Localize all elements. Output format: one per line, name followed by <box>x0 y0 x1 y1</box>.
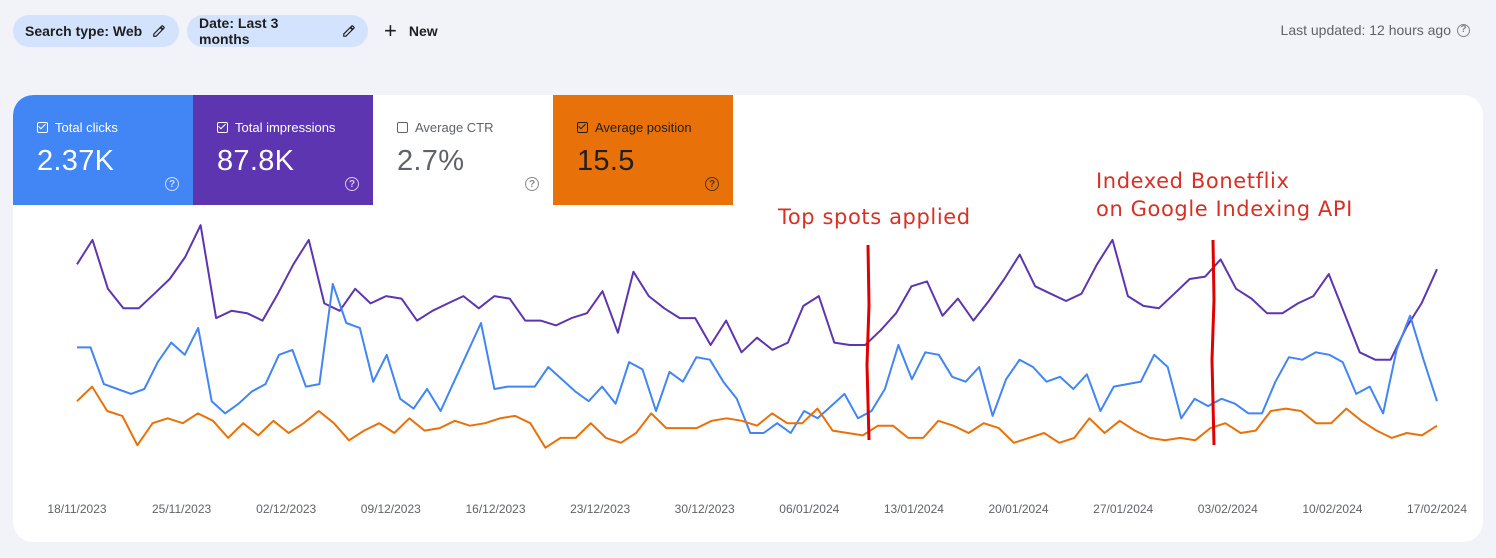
metric-label: Average position <box>595 120 692 135</box>
plus-icon: + <box>384 18 397 43</box>
metric-label-row: Average CTR <box>397 120 553 135</box>
metric-label-row: Average position <box>577 120 733 135</box>
x-tick-label: 25/11/2023 <box>152 502 211 516</box>
metric-value: 15.5 <box>577 145 635 177</box>
help-icon[interactable]: ? <box>525 177 539 191</box>
metric-total-impressions[interactable]: Total impressions 87.8K ? <box>193 95 373 205</box>
checkbox-checked-icon[interactable] <box>577 122 588 133</box>
x-tick-label: 06/01/2024 <box>779 502 839 516</box>
date-range-chip[interactable]: Date: Last 3 months <box>187 15 368 47</box>
x-tick-label: 16/12/2023 <box>465 502 525 516</box>
x-tick-label: 02/12/2023 <box>256 502 316 516</box>
date-range-label: Date: Last 3 months <box>199 15 279 47</box>
edit-pencil-icon <box>153 25 166 37</box>
metric-label-row: Total clicks <box>37 120 193 135</box>
search-type-chip[interactable]: Search type: Web <box>13 15 179 47</box>
search-type-label: Search type: Web <box>25 23 143 39</box>
metric-average-position[interactable]: Average position 15.5 ? <box>553 95 733 205</box>
metric-label: Total clicks <box>55 120 118 135</box>
top-filter-bar: Search type: Web Date: Last 3 months + N… <box>0 0 1496 62</box>
series-line-total-impressions <box>76 224 1438 361</box>
last-updated-text: Last updated: 12 hours ago <box>1280 22 1451 38</box>
edit-pencil-icon <box>343 25 355 37</box>
checkbox-unchecked-icon[interactable] <box>397 122 408 133</box>
new-filter-label: New <box>408 23 438 39</box>
help-icon[interactable]: ? <box>1457 23 1470 37</box>
metric-value: 87.8K <box>217 145 295 177</box>
metric-label: Total impressions <box>235 120 336 135</box>
last-updated: Last updated: 12 hours ago ? <box>1281 22 1470 38</box>
x-tick-label: 03/02/2024 <box>1198 502 1258 516</box>
metric-label-row: Total impressions <box>217 120 373 135</box>
indexing-marker-line <box>1210 239 1216 446</box>
x-tick-label: 20/01/2024 <box>988 502 1048 516</box>
x-tick-label: 18/11/2023 <box>47 502 106 516</box>
x-tick-label: 17/02/2024 <box>1407 502 1467 516</box>
metric-value: 2.37K <box>37 145 115 177</box>
metric-total-clicks[interactable]: Total clicks 2.37K ? <box>13 95 193 205</box>
x-tick-label: 23/12/2023 <box>570 502 630 516</box>
checkbox-checked-icon[interactable] <box>217 122 228 133</box>
annotation-indexing: Indexed Bonetflix on Google Indexing API <box>1096 169 1353 221</box>
x-tick-label: 30/12/2023 <box>675 502 735 516</box>
top-spots-marker-line <box>865 244 871 441</box>
metric-value: 2.7% <box>397 145 465 177</box>
series-line-total-clicks <box>77 282 1438 434</box>
performance-chart: 18/11/2023 25/11/2023 02/12/2023 09/12/2023… <box>47 224 1467 516</box>
series-line-average-position <box>76 385 1438 449</box>
performance-card: Total clicks 2.37K ? Total impressions 8… <box>13 95 1483 542</box>
annotation-top-spots: Top spots applied <box>778 205 971 229</box>
x-tick-label: 13/01/2024 <box>884 502 944 516</box>
new-filter-button[interactable]: + New <box>384 15 438 47</box>
checkbox-checked-icon[interactable] <box>37 122 48 133</box>
help-icon[interactable]: ? <box>165 177 179 191</box>
metric-average-ctr[interactable]: Average CTR 2.7% ? <box>373 95 553 205</box>
x-tick-label: 27/01/2024 <box>1093 502 1153 516</box>
x-tick-label: 09/12/2023 <box>361 502 421 516</box>
x-tick-label: 10/02/2024 <box>1302 502 1362 516</box>
help-icon[interactable]: ? <box>705 177 719 191</box>
metric-label: Average CTR <box>415 120 494 135</box>
help-icon[interactable]: ? <box>345 177 359 191</box>
